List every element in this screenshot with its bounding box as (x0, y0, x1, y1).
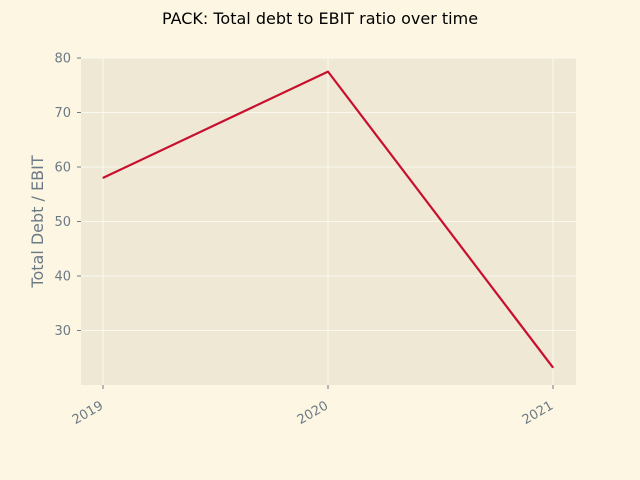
chart-title: PACK: Total debt to EBIT ratio over time (162, 9, 478, 28)
grid-lines (81, 57, 576, 385)
y-tick-label: 60 (54, 161, 71, 176)
y-axis-label: Total Debt / EBIT (28, 155, 47, 288)
data-point (552, 366, 554, 369)
y-tick-label: 50 (54, 215, 71, 230)
data-point (102, 177, 104, 179)
data-point (327, 71, 329, 73)
y-tick-label: 80 (54, 52, 71, 67)
y-tick-label: 40 (54, 270, 71, 285)
y-tick-label: 30 (54, 324, 71, 339)
series-layer (102, 70, 554, 369)
y-tick-label: 70 (54, 106, 71, 121)
y-axis-ticks: 30 40 50 60 70 80 (54, 52, 81, 339)
